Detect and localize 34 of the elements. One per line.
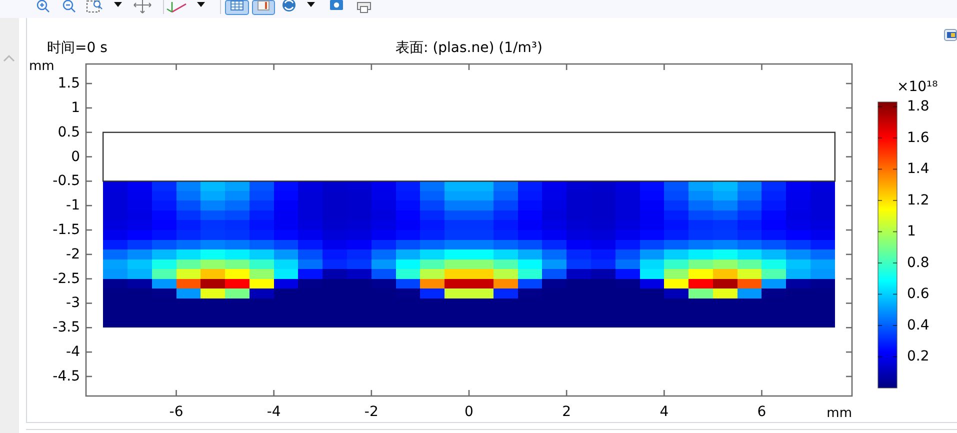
y-tick-label: -1 [66, 198, 80, 214]
color-bar-label: 1.2 [907, 192, 930, 208]
color-bar-label: 1 [907, 224, 916, 240]
chart-title: 表面: (plas.ne) (1/m³) [396, 40, 542, 56]
y-tick-label: 0.5 [58, 124, 80, 140]
color-bar-label: 1.6 [907, 130, 930, 146]
color-bar-label: 0.4 [907, 317, 930, 334]
x-tick-label: 2 [562, 404, 572, 420]
x-tick-label: -6 [169, 404, 184, 420]
x-tick-label: 6 [757, 404, 766, 420]
y-tick-label: -3 [66, 295, 80, 312]
y-tick-label: -2 [66, 246, 80, 262]
color-bar-label: 0.8 [907, 254, 930, 271]
color-bar-label: 0.2 [907, 348, 930, 365]
color-bar-label: 1.8 [907, 98, 930, 115]
y-tick-label: -4.5 [52, 368, 80, 384]
x-axis-title: mm [826, 406, 852, 421]
y-tick-label: -4 [66, 344, 80, 360]
color-bar-title: ×10¹⁸ [897, 79, 938, 95]
color-bar-label: 0.6 [907, 286, 930, 302]
y-tick-label: -3.5 [52, 320, 80, 336]
x-tick-label: 0 [464, 404, 474, 420]
x-tick-label: -4 [266, 404, 281, 420]
y-tick-label: 1.5 [58, 76, 80, 92]
x-tick-label: 4 [660, 404, 669, 420]
y-tick-label: 0 [71, 148, 80, 165]
y-tick-label: 1 [71, 100, 80, 116]
y-tick-label: -0.5 [52, 173, 80, 190]
y-tick-label: -1.5 [52, 222, 80, 238]
x-tick-label: -2 [364, 404, 378, 420]
y-axis-title: mm [29, 59, 54, 74]
y-tick-label: -2.5 [52, 270, 80, 287]
color-bar-label: 1.4 [907, 161, 930, 178]
chart-subtitle: 时间=0 s [47, 40, 108, 56]
